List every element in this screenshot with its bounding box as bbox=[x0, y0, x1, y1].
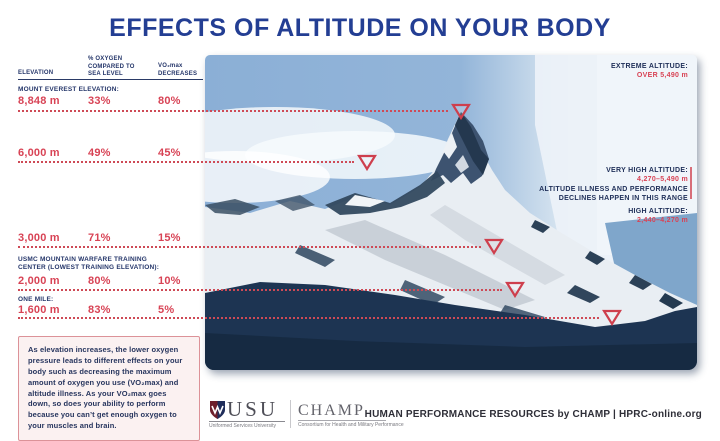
vo2-value: 5% bbox=[158, 304, 175, 316]
ridge-rocks bbox=[205, 199, 260, 215]
elevation-marker-icon bbox=[357, 154, 377, 171]
header-rule bbox=[18, 79, 203, 80]
elevation-marker-icon bbox=[505, 281, 525, 298]
table-row: 1,600 m 83% 5% bbox=[18, 304, 238, 318]
slope-shading bbox=[430, 205, 565, 285]
cloud bbox=[205, 151, 330, 203]
row-label-usmc: USMC MOUNTAIN WARFARE TRAINING CENTER (L… bbox=[18, 256, 160, 272]
annotation-label: VERY HIGH ALTITUDE: bbox=[606, 167, 688, 174]
table-row: 8,848 m 33% 80% bbox=[18, 95, 238, 109]
usu-logo-text: USU bbox=[227, 397, 279, 421]
rock-streak bbox=[400, 280, 445, 305]
ridge-speck bbox=[629, 275, 652, 290]
row-label-everest: MOUNT EVEREST ELEVATION: bbox=[18, 86, 119, 93]
elevation-marker-icon bbox=[451, 103, 471, 120]
annotation-note: ALTITUDE ILLNESS AND PERFORMANCE DECLINE… bbox=[539, 185, 688, 203]
footer-attribution: HUMAN PERFORMANCE RESOURCES by CHAMP | H… bbox=[364, 409, 702, 420]
col-header-elevation: ELEVATION bbox=[18, 70, 54, 76]
col-header-oxygen: % OXYGEN COMPARED TO SEA LEVEL bbox=[88, 56, 135, 77]
description-box: As elevation increases, the lower oxygen… bbox=[18, 336, 200, 441]
oxygen-value: 83% bbox=[88, 304, 111, 316]
summit-shadow bbox=[455, 112, 489, 175]
usu-subtitle: Uniformed Services University bbox=[209, 423, 276, 429]
elevation-value: 1,600 m bbox=[18, 304, 60, 316]
leader-line-8848 bbox=[18, 110, 448, 112]
annotation-label: EXTREME ALTITUDE: bbox=[610, 63, 688, 70]
table-row: 6,000 m 49% 45% bbox=[18, 147, 238, 161]
col-header-vo2max: VO₂max DECREASES bbox=[158, 63, 198, 77]
ridge-speck bbox=[585, 251, 605, 265]
leader-line-1600 bbox=[18, 317, 599, 319]
row-label-one-mile: ONE MILE: bbox=[18, 296, 54, 303]
champ-subtitle: Consortium for Health and Military Perfo… bbox=[298, 422, 404, 428]
rock-streak bbox=[567, 285, 600, 303]
annotation-range: 2,440–4,270 m bbox=[637, 217, 688, 225]
table-row: 2,000 m 80% 10% bbox=[18, 275, 238, 289]
slope-shading bbox=[325, 220, 535, 310]
annotation-range: 4,270–5,490 m bbox=[637, 176, 688, 184]
summit-rock bbox=[431, 112, 489, 184]
oxygen-value: 71% bbox=[88, 232, 111, 244]
leader-line-2000 bbox=[18, 289, 502, 291]
summit-snow-streak bbox=[443, 133, 457, 159]
oxygen-value: 49% bbox=[88, 147, 111, 159]
ridge-snow bbox=[345, 195, 385, 207]
foreground-shadow bbox=[205, 333, 697, 370]
vo2-value: 45% bbox=[158, 147, 181, 159]
ridge-rocks bbox=[275, 195, 315, 211]
elevation-value: 6,000 m bbox=[18, 147, 60, 159]
leader-line-3000 bbox=[18, 246, 481, 248]
table-row: 3,000 m 71% 15% bbox=[18, 232, 238, 246]
vo2-value: 80% bbox=[158, 95, 181, 107]
elevation-value: 3,000 m bbox=[18, 232, 60, 244]
champ-underline bbox=[298, 420, 386, 421]
elevation-marker-icon bbox=[484, 238, 504, 255]
vo2-value: 15% bbox=[158, 232, 181, 244]
usu-shield-icon bbox=[210, 401, 225, 419]
annotation-high-altitude: HIGH ALTITUDE: 2,440–4,270 m bbox=[628, 207, 688, 226]
oxygen-value: 33% bbox=[88, 95, 111, 107]
champ-logo-text: CHAMP bbox=[298, 402, 365, 419]
leader-line-6000 bbox=[18, 161, 354, 163]
mountain-illustration bbox=[205, 55, 697, 370]
vo2-value: 10% bbox=[158, 275, 181, 287]
elevation-value: 8,848 m bbox=[18, 95, 60, 107]
ridge-speck bbox=[659, 293, 683, 309]
annotation-range: OVER 5,490 m bbox=[636, 72, 688, 80]
mountain-photo bbox=[205, 55, 697, 370]
altitude-range-line bbox=[690, 167, 692, 199]
elevation-value: 2,000 m bbox=[18, 275, 60, 287]
oxygen-value: 80% bbox=[88, 275, 111, 287]
annotation-very-high-altitude: VERY HIGH ALTITUDE: 4,270–5,490 m ALTITU… bbox=[539, 166, 688, 204]
rock-streak bbox=[295, 245, 335, 267]
annotation-label: HIGH ALTITUDE: bbox=[628, 208, 688, 215]
footer-divider bbox=[290, 400, 291, 428]
summit-snow-streak bbox=[455, 155, 469, 173]
ridge-speck bbox=[531, 220, 550, 233]
usu-underline bbox=[209, 421, 285, 422]
page-title: EFFECTS OF ALTITUDE ON YOUR BODY bbox=[109, 14, 611, 42]
annotation-extreme-altitude: EXTREME ALTITUDE: OVER 5,490 m bbox=[611, 62, 688, 81]
elevation-marker-icon bbox=[602, 309, 622, 326]
